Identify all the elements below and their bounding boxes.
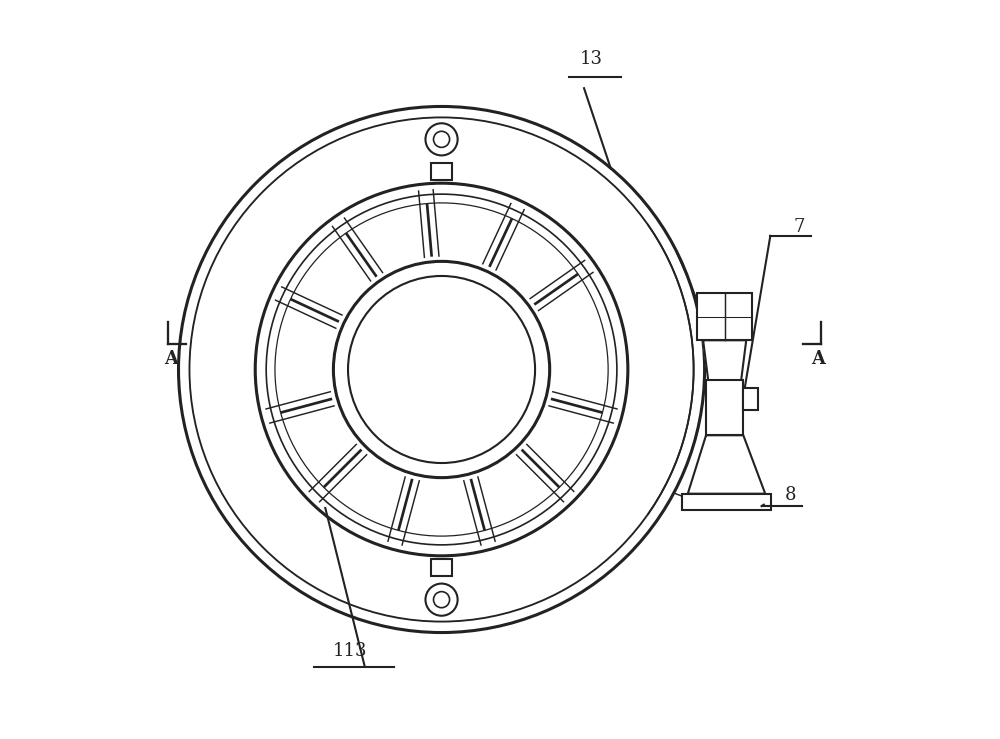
Circle shape [348,276,535,463]
Circle shape [266,194,617,545]
Bar [706,381,743,435]
Circle shape [333,262,550,477]
Text: 8: 8 [785,486,797,504]
Circle shape [425,584,458,616]
Circle shape [425,123,458,155]
Polygon shape [703,340,746,381]
Bar [697,293,752,340]
Bar [682,494,771,510]
Text: A: A [164,350,178,367]
Bar [431,163,452,180]
Text: 13: 13 [580,50,603,68]
Circle shape [434,132,450,147]
Bar [431,559,452,576]
Text: 7: 7 [794,218,805,236]
Polygon shape [688,435,765,494]
Circle shape [275,203,608,536]
Text: 113: 113 [333,641,367,660]
Circle shape [255,183,628,556]
Circle shape [179,106,705,633]
Circle shape [189,118,694,621]
Text: A: A [811,350,825,367]
Bar [743,388,758,409]
Circle shape [434,592,450,607]
